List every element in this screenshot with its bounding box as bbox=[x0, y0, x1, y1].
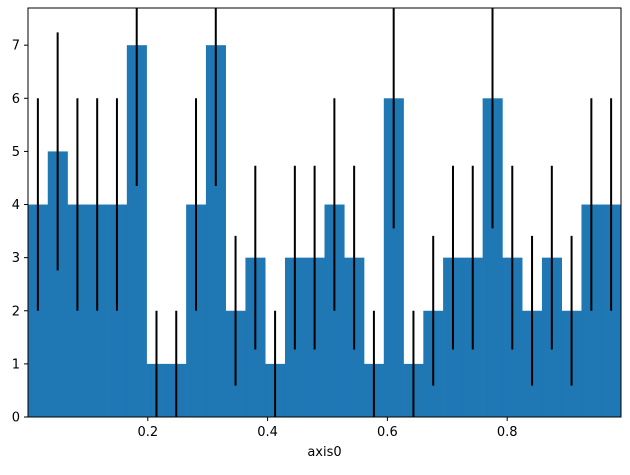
y-tick-label: 5 bbox=[12, 145, 20, 160]
x-tick-label: 0.8 bbox=[497, 425, 518, 440]
y-tick-label: 3 bbox=[12, 251, 20, 266]
errorbars-layer bbox=[36, 8, 613, 417]
histogram-bar bbox=[205, 45, 226, 417]
histogram-bar bbox=[47, 151, 68, 417]
histogram-bar bbox=[482, 98, 503, 417]
y-tick-label: 6 bbox=[12, 92, 20, 107]
axes-frame bbox=[27, 7, 622, 418]
x-tick-label: 0.6 bbox=[377, 425, 398, 440]
y-tick-label: 7 bbox=[12, 39, 20, 54]
histogram-bar bbox=[126, 45, 147, 417]
y-tick-label: 4 bbox=[12, 198, 20, 213]
y-ticks-layer: 0 1 2 3 4 5 6 7 bbox=[12, 39, 28, 426]
y-tick-label: 0 bbox=[12, 411, 20, 426]
x-tick-label: 0.2 bbox=[137, 425, 158, 440]
y-tick-label: 1 bbox=[12, 357, 20, 372]
x-axis-label: axis0 bbox=[307, 445, 341, 460]
x-ticks-layer: 0.2 0.4 0.6 0.8 bbox=[137, 417, 518, 440]
histogram-bar bbox=[383, 98, 404, 417]
x-tick-label: 0.4 bbox=[257, 425, 278, 440]
axes-layer bbox=[27, 7, 622, 418]
y-tick-label: 2 bbox=[12, 304, 20, 319]
